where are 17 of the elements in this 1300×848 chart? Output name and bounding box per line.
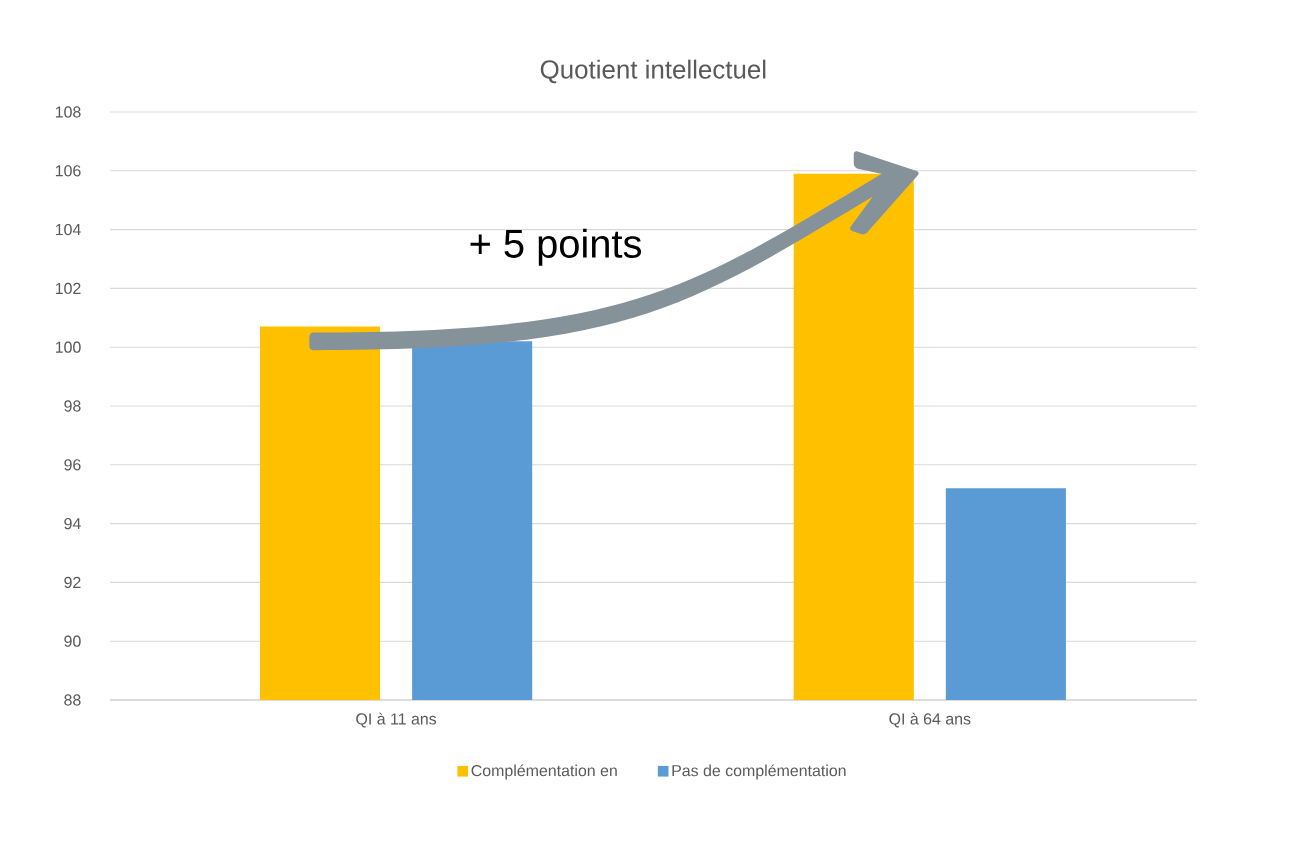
y-tick-label: 106 — [55, 165, 81, 177]
y-tick-label: 96 — [64, 459, 81, 471]
chart-title: Quotient intellectuel — [540, 59, 766, 84]
y-tick-label: 108 — [55, 106, 81, 118]
legend-label: Pas de complémentation — [672, 764, 846, 780]
y-tick-label: 98 — [64, 400, 81, 412]
x-tick-label: QI à 64 ans — [889, 712, 971, 728]
legend-label: Complémentation en — [471, 764, 617, 780]
y-tick-label: 88 — [64, 694, 81, 706]
y-tick-label: 102 — [55, 282, 81, 295]
y-tick-label: 100 — [55, 341, 81, 353]
annotation: + 5 points — [470, 228, 642, 266]
y-tick-label: 92 — [64, 576, 81, 589]
y-tick-label: 90 — [64, 635, 81, 647]
x-tick-label: QI à 11 ans — [356, 712, 437, 728]
y-tick-label: 104 — [55, 223, 81, 236]
y-tick-label: 94 — [64, 517, 81, 530]
